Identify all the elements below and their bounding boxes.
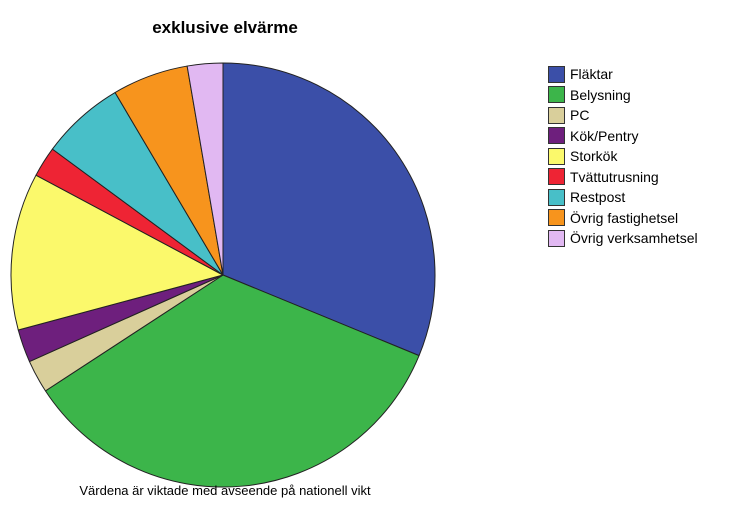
legend-item: Övrig verksamhetsel <box>548 228 698 249</box>
legend-label: Storkök <box>570 148 618 165</box>
legend-swatch <box>548 65 565 83</box>
legend-label: Fläktar <box>570 66 613 83</box>
legend-label: Tvättutrusning <box>570 168 659 185</box>
legend-swatch <box>548 209 565 227</box>
legend-label: Övrig verksamhetsel <box>570 230 698 247</box>
pie-slice-8 <box>186 62 224 276</box>
legend-item: Övrig fastighetsel <box>548 208 698 229</box>
legend-label: Övrig fastighetsel <box>570 209 679 226</box>
legend-swatch <box>548 147 565 165</box>
legend-swatch <box>548 229 565 247</box>
legend-label: Restpost <box>570 189 626 206</box>
legend: Fläktar Belysning PC Kök/Pentry Storkök Tvätt… <box>548 64 698 249</box>
legend-swatch <box>548 86 565 104</box>
legend-item: Belysning <box>548 85 698 106</box>
legend-label: Belysning <box>570 86 631 103</box>
pie-slice-1 <box>44 274 420 488</box>
legend-item: Fläktar <box>548 64 698 85</box>
chart-title: exklusive elvärme <box>152 18 298 37</box>
legend-item: Restpost <box>548 187 698 208</box>
legend-label: PC <box>570 107 590 124</box>
pie-slice-4 <box>10 174 224 331</box>
legend-swatch <box>548 127 565 145</box>
legend-swatch <box>548 168 565 186</box>
legend-item: Storkök <box>548 146 698 167</box>
legend-item: PC <box>548 105 698 126</box>
legend-item: Tvättutrusning <box>548 167 698 188</box>
legend-item: Kök/Pentry <box>548 126 698 147</box>
pie-slice-0 <box>222 62 436 357</box>
legend-swatch <box>548 106 565 124</box>
chart-footnote: Värdena är viktade med avseende på natio… <box>79 483 371 498</box>
legend-label: Kök/Pentry <box>570 127 639 144</box>
legend-swatch <box>548 188 565 206</box>
